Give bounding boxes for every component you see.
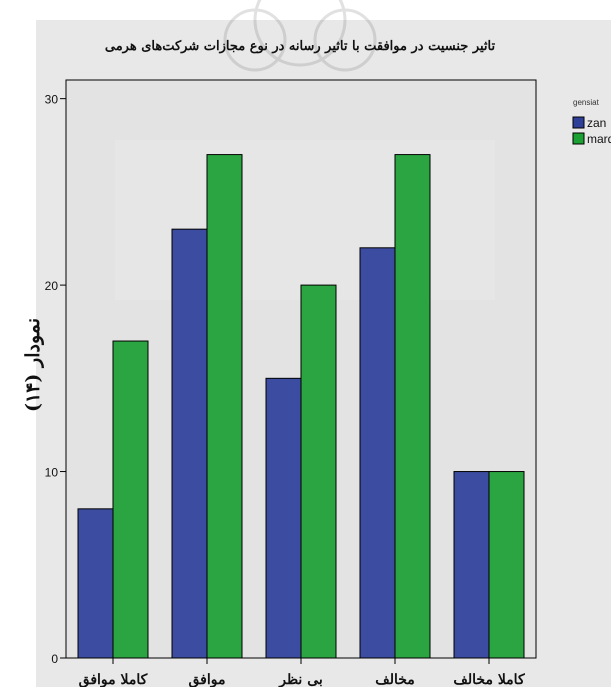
bar-mard-1 [112, 340, 149, 659]
y-tick-label: 0 [51, 652, 58, 666]
bars-group [77, 154, 525, 659]
legend-swatch-mard [572, 132, 585, 145]
bar-zan-2 [171, 228, 208, 659]
bar-zan-5 [453, 471, 490, 659]
figure-caption: نمودار (۱۴) [22, 317, 44, 412]
bar-zan-1 [77, 508, 114, 659]
legend-label-zan: zan [587, 116, 606, 130]
bar-mard-4 [394, 154, 431, 659]
x-tick-label: مخالف [375, 672, 415, 687]
legend-swatch-zan [572, 116, 585, 129]
legend-label-mard: mard [587, 132, 611, 146]
y-tick-label: 10 [45, 466, 59, 480]
x-tick-label: موافق [189, 672, 226, 687]
y-tick-label: 30 [45, 93, 59, 107]
y-tick-label: 20 [45, 279, 59, 293]
x-tick-label: کاملا مخالف [453, 672, 525, 687]
chart-title: تاثیر جنسیت در موافقت با تاثیر رسانه در … [105, 39, 496, 54]
bar-mard-2 [206, 154, 243, 659]
x-axis: کاملا موافق موافق بی نظر مخالف کاملا مخالف [79, 658, 525, 687]
bar-mard-3 [300, 284, 337, 659]
y-axis: 0 10 20 30 [45, 93, 66, 666]
legend: gensiat zan mard [572, 98, 611, 146]
x-tick-label: کاملا موافق [79, 672, 148, 687]
bar-zan-4 [359, 247, 396, 659]
bar-zan-3 [265, 377, 302, 659]
bar-mard-5 [488, 471, 525, 659]
x-tick-label: بی نظر [278, 672, 323, 687]
legend-title: gensiat [573, 98, 600, 107]
